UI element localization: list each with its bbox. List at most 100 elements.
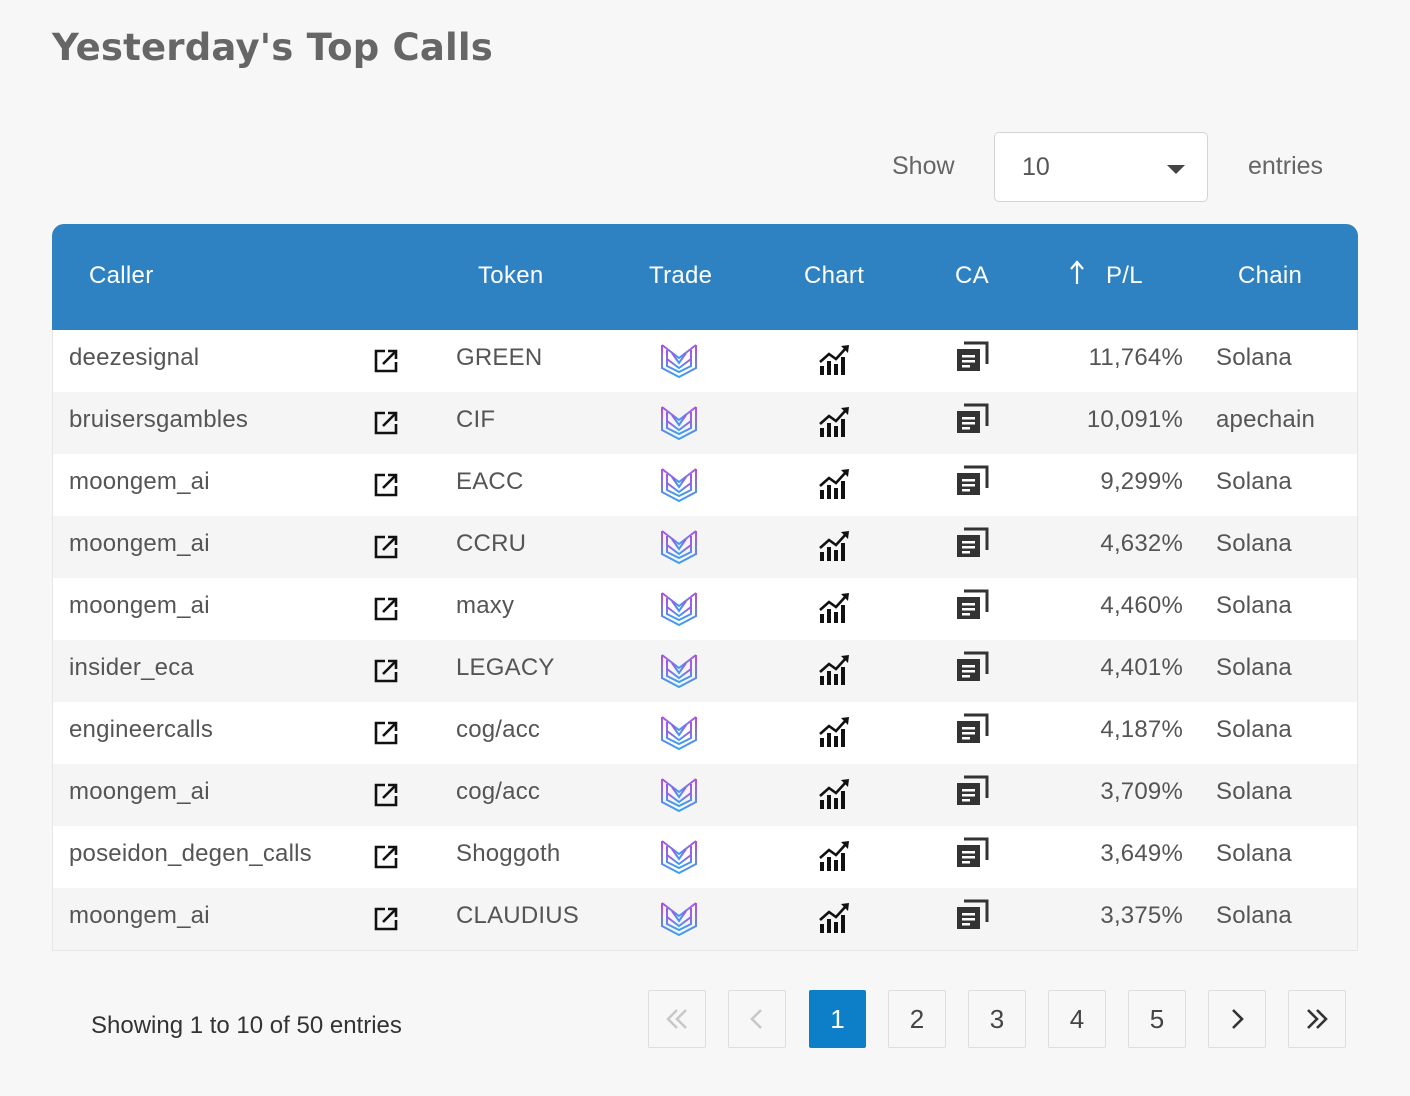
column-header-chart[interactable]: Chart	[804, 262, 865, 289]
pl-value: 3,375%	[1100, 902, 1183, 929]
chart-growth-icon[interactable]	[818, 654, 850, 691]
token-symbol: cog/acc	[456, 778, 541, 805]
table-row[interactable]: bruisersgambles CIF 10,091% apechain	[53, 392, 1357, 454]
external-link-icon[interactable]	[372, 347, 400, 380]
copy-icon[interactable]	[955, 527, 989, 564]
copy-icon[interactable]	[955, 837, 989, 874]
token-symbol: GREEN	[456, 344, 543, 371]
trade-logo-icon[interactable]	[659, 652, 699, 695]
chain-name: Solana	[1216, 902, 1292, 929]
copy-icon[interactable]	[955, 403, 989, 440]
external-link-icon[interactable]	[372, 533, 400, 566]
entries-select[interactable]: 10	[994, 132, 1208, 202]
token-symbol: CIF	[456, 406, 496, 433]
chart-growth-icon[interactable]	[818, 840, 850, 877]
caller-name[interactable]: moongem_ai	[69, 778, 210, 805]
chart-growth-icon[interactable]	[818, 344, 850, 381]
pagination: 1 2 3 4 5	[0, 990, 1410, 1050]
table-row[interactable]: insider_eca LEGACY 4,401% Solana	[53, 640, 1357, 702]
table-row[interactable]: moongem_ai CLAUDIUS 3,375% Solana	[53, 888, 1357, 950]
external-link-icon[interactable]	[372, 657, 400, 690]
copy-icon[interactable]	[955, 465, 989, 502]
external-link-icon[interactable]	[372, 905, 400, 938]
page-button-3[interactable]: 3	[968, 990, 1026, 1048]
trade-logo-icon[interactable]	[659, 838, 699, 881]
chart-growth-icon[interactable]	[818, 778, 850, 815]
caret-down-icon	[1167, 165, 1185, 174]
trade-logo-icon[interactable]	[659, 342, 699, 385]
external-link-icon[interactable]	[372, 781, 400, 814]
chain-name: Solana	[1216, 344, 1292, 371]
chart-growth-icon[interactable]	[818, 592, 850, 629]
page-button-4[interactable]: 4	[1048, 990, 1106, 1048]
chart-growth-icon[interactable]	[818, 406, 850, 443]
token-symbol: CCRU	[456, 530, 527, 557]
caller-name[interactable]: moongem_ai	[69, 468, 210, 495]
chart-growth-icon[interactable]	[818, 530, 850, 567]
external-link-icon[interactable]	[372, 843, 400, 876]
column-header-ca[interactable]: CA	[955, 262, 989, 289]
caller-name[interactable]: moongem_ai	[69, 902, 210, 929]
caller-name[interactable]: moongem_ai	[69, 592, 210, 619]
column-header-token[interactable]: Token	[478, 262, 544, 289]
column-header-chain[interactable]: Chain	[1238, 262, 1303, 289]
caller-name[interactable]: insider_eca	[69, 654, 194, 681]
table-row[interactable]: moongem_ai cog/acc 3,709% Solana	[53, 764, 1357, 826]
chain-name: Solana	[1216, 592, 1292, 619]
page-button-1[interactable]: 1	[809, 990, 866, 1048]
copy-icon[interactable]	[955, 713, 989, 750]
page-button-5[interactable]: 5	[1128, 990, 1186, 1048]
pl-value: 11,764%	[1088, 344, 1183, 371]
page-button-2[interactable]: 2	[888, 990, 946, 1048]
pl-value: 3,649%	[1100, 840, 1183, 867]
table-header: Caller Token Trade Chart CA P/L Chain	[52, 224, 1358, 330]
caller-name[interactable]: deezesignal	[69, 344, 200, 371]
copy-icon[interactable]	[955, 775, 989, 812]
trade-logo-icon[interactable]	[659, 900, 699, 943]
chain-name: Solana	[1216, 716, 1292, 743]
trade-logo-icon[interactable]	[659, 404, 699, 447]
first-page-button[interactable]	[648, 990, 706, 1048]
trade-logo-icon[interactable]	[659, 466, 699, 509]
token-symbol: cog/acc	[456, 716, 541, 743]
table-row[interactable]: moongem_ai EACC 9,299% Solana	[53, 454, 1357, 516]
chart-growth-icon[interactable]	[818, 902, 850, 939]
column-header-pl[interactable]: P/L	[1106, 262, 1143, 289]
trade-logo-icon[interactable]	[659, 714, 699, 757]
pl-value: 10,091%	[1086, 406, 1183, 433]
caller-name[interactable]: moongem_ai	[69, 530, 210, 557]
external-link-icon[interactable]	[372, 595, 400, 628]
table-row[interactable]: moongem_ai CCRU 4,632% Solana	[53, 516, 1357, 578]
chart-growth-icon[interactable]	[818, 716, 850, 753]
caller-name[interactable]: bruisersgambles	[69, 406, 249, 433]
chevron-left-icon	[750, 1009, 762, 1029]
external-link-icon[interactable]	[372, 471, 400, 504]
trade-logo-icon[interactable]	[659, 590, 699, 633]
caller-name[interactable]: engineercalls	[69, 716, 214, 743]
length-menu: Show 10 entries	[0, 132, 1410, 204]
sort-ascending-arrow-icon[interactable]	[1068, 260, 1086, 286]
copy-icon[interactable]	[955, 899, 989, 936]
copy-icon[interactable]	[955, 589, 989, 626]
trade-logo-icon[interactable]	[659, 528, 699, 571]
copy-icon[interactable]	[955, 341, 989, 378]
next-page-button[interactable]	[1208, 990, 1266, 1048]
table-info: Showing 1 to 10 of 50 entries	[91, 1012, 402, 1039]
table-row[interactable]: moongem_ai maxy 4,460% Solana	[53, 578, 1357, 640]
external-link-icon[interactable]	[372, 719, 400, 752]
page-title: Yesterday's Top Calls	[52, 26, 494, 69]
chain-name: Solana	[1216, 778, 1292, 805]
column-header-caller[interactable]: Caller	[89, 262, 154, 289]
chain-name: Solana	[1216, 530, 1292, 557]
previous-page-button[interactable]	[728, 990, 786, 1048]
table-row[interactable]: engineercalls cog/acc 4,187% Solana	[53, 702, 1357, 764]
copy-icon[interactable]	[955, 651, 989, 688]
caller-name[interactable]: poseidon_degen_calls	[69, 840, 312, 867]
external-link-icon[interactable]	[372, 409, 400, 442]
table-row[interactable]: deezesignal GREEN 11,764% Solana	[53, 330, 1357, 392]
last-page-button[interactable]	[1288, 990, 1346, 1048]
trade-logo-icon[interactable]	[659, 776, 699, 819]
column-header-trade[interactable]: Trade	[649, 262, 713, 289]
table-row[interactable]: poseidon_degen_calls Shoggoth 3,649% Solana	[53, 826, 1357, 888]
chart-growth-icon[interactable]	[818, 468, 850, 505]
